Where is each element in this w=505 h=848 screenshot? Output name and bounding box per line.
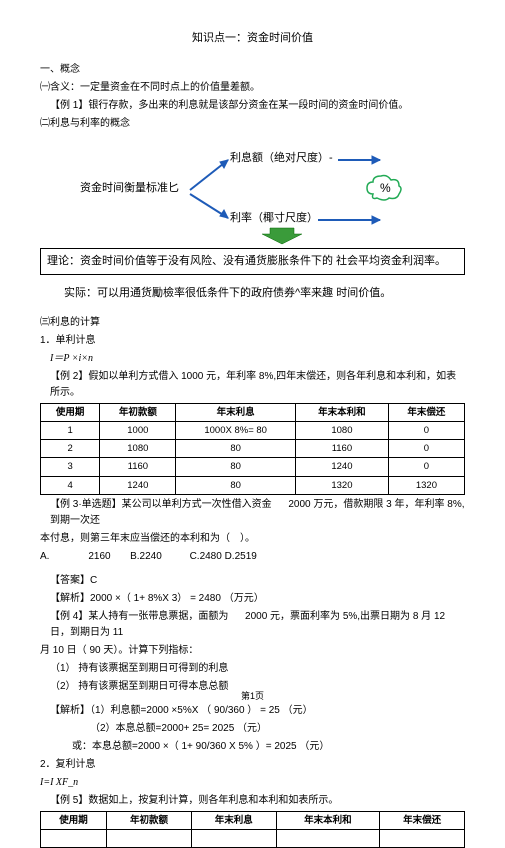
example4-item1: （1） 持有该票据至到期日可得到的利息 (50, 661, 465, 677)
table-header: 年末利息 (191, 811, 276, 829)
example2: 【例 2】假如以单利方式借入 1000 元，年利率 8%,四年末偿还，则各年利息… (50, 369, 465, 401)
subsection-heading: ㈡利息与利率的概念 (40, 116, 465, 132)
practice-text: 实际：可以用通货勵檢率很低条件下的政府债券^率来趣 时间价值。 (64, 285, 465, 303)
calc-heading: ㈢利息的计算 (40, 315, 465, 331)
table-header: 年末偿还 (388, 403, 464, 421)
definition-line: ㈠含义：一定量资金在不同时点上的价值量差额。 (40, 80, 465, 96)
page-title: 知识点一：资金时间价值 (40, 30, 465, 48)
table-row: 110001000X 8%= 8010800 (41, 421, 465, 439)
explanation2-line3: 或：本息总额=2000 ×（ 1+ 90/360 X 5% ）= 2025 （元… (72, 739, 465, 755)
compound-heading: 2．复利计息 (40, 757, 465, 773)
example3-line1: 【例 3·单选题】某公司以单利方式一次性借入资金 2000 万元，借款期限 3 … (50, 497, 465, 529)
table-header-row: 使用期 年初款额 年末利息 年末本利和 年末偿还 (41, 403, 465, 421)
table-header: 年初款额 (107, 811, 192, 829)
simple-interest-heading: 1．单利计息 (40, 333, 465, 349)
table-header: 年末利息 (176, 403, 296, 421)
compound-formula: I=I XF_n (40, 775, 465, 791)
diagram-bottom-label: 利率（椰寸尺度） (230, 210, 318, 228)
explanation2-line2: （2）本息总额=2000+ 25= 2025 （元） (90, 721, 465, 737)
diagram-top-label: 利息额（绝对尺度）- (230, 150, 333, 168)
table-header: 使用期 (41, 811, 107, 829)
table-row (41, 829, 465, 847)
theory-box: 理论：资金时间价值等于没有风险、没有通货膨胀条件下的 社会平均资金利润率。 (40, 248, 465, 276)
example1: 【例 1】银行存款，多出来的利息就是该部分资金在某一段时间的资金时间价值。 (50, 98, 465, 114)
section1-heading: 一、概念 (40, 62, 465, 78)
example3-options: A. 2160 B.2240 C.2480 D.2519 (40, 549, 465, 565)
concept-diagram: 资金时间衡量标准匕 利息额（绝对尺度）- 利率（椰寸尺度） % (40, 142, 465, 242)
table-header: 年末偿还 (380, 811, 465, 829)
table-row: 210808011600 (41, 440, 465, 458)
explanation1: 【解析】2000 ×（ 1+ 8%X 3） = 2480 （万元） (50, 591, 465, 607)
example3-line2: 本付息，则第三年末应当偿还的本利和为（ ）。 (40, 531, 465, 547)
table-header: 使用期 (41, 403, 100, 421)
page-footer: 第1页 (0, 689, 505, 703)
percent-cloud-icon: % (363, 172, 405, 212)
explanation2-line1: 【解析】（1）利息额=2000 ×5%X （ 90/360 ） = 25 （元） (50, 703, 465, 719)
table-header: 年末本利和 (276, 811, 380, 829)
table-header-row: 使用期 年初款额 年末利息 年末本利和 年末偿还 (41, 811, 465, 829)
table-row: 412408013201320 (41, 476, 465, 494)
svg-text:%: % (380, 181, 391, 195)
example5: 【例 5】数据如上，按复利计算，则各年利息和本利和如表所示。 (50, 793, 465, 809)
table-header: 年末本利和 (295, 403, 388, 421)
example4-line2: 月 10 日（ 90 天）。计算下列指标： (40, 643, 465, 659)
green-down-arrow-icon (260, 226, 304, 252)
example2-table: 使用期 年初款额 年末利息 年末本利和 年末偿还 110001000X 8%= … (40, 403, 465, 495)
example4-line1: 【例 4】某人持有一张带息票据，面额为 2000 元，票面利率为 5%,出票日期… (50, 609, 465, 641)
table-row: 311608012400 (41, 458, 465, 476)
diagram-main-label: 资金时间衡量标准匕 (80, 180, 179, 198)
simple-interest-formula: I＝P ×i×n (50, 351, 465, 367)
table-header: 年初款额 (100, 403, 176, 421)
example5-table: 使用期 年初款额 年末利息 年末本利和 年末偿还 (40, 811, 465, 848)
answer: 【答案】C (50, 573, 465, 589)
